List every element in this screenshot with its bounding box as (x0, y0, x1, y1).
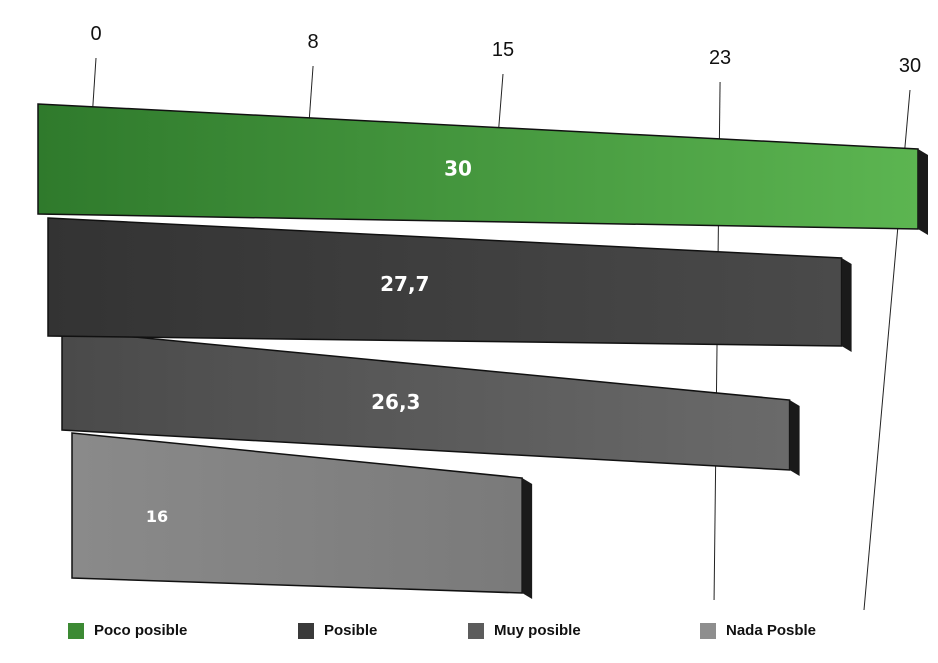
bar-side (789, 400, 800, 476)
legend-swatch (468, 622, 484, 639)
bar-side (918, 149, 928, 235)
data-label: 27,7 (380, 272, 429, 296)
tick-label: 23 (709, 47, 731, 69)
tick-label: 15 (492, 39, 514, 61)
legend-label: Posible (324, 622, 378, 639)
bar-chart: 0 8 15 23 30 16 26,3 27,7 30 (37, 23, 928, 611)
bar: 27,7 (47, 217, 852, 352)
data-label: 26,3 (371, 390, 420, 414)
legend-label: Poco posible (94, 622, 188, 639)
legend-swatch (700, 622, 716, 639)
bar-side (841, 258, 852, 352)
bar-face (37, 103, 919, 230)
legend-label: Nada Posble (726, 622, 817, 639)
legend-swatch (68, 622, 84, 639)
tick-label: 8 (308, 31, 319, 53)
data-label: 30 (444, 157, 472, 181)
bar-face (71, 432, 523, 594)
bar-face (47, 217, 843, 347)
legend: Poco posible Posible Muy posible Nada Po… (0, 622, 938, 652)
tick-label: 30 (899, 55, 921, 77)
bar-side (522, 478, 533, 599)
bar: 30 (37, 103, 928, 235)
legend-swatch (298, 622, 314, 639)
legend-item-nada-posble: Nada Posble (700, 622, 816, 639)
legend-item-poco-posible: Poco posible (68, 622, 187, 639)
tick-label: 0 (90, 23, 101, 45)
legend-item-posible: Posible (298, 622, 377, 639)
legend-item-muy-posible: Muy posible (468, 622, 581, 639)
data-label: 16 (146, 507, 168, 526)
bar: 26,3 (61, 329, 800, 476)
legend-label: Muy posible (494, 622, 581, 639)
bar: 16 (71, 432, 533, 599)
